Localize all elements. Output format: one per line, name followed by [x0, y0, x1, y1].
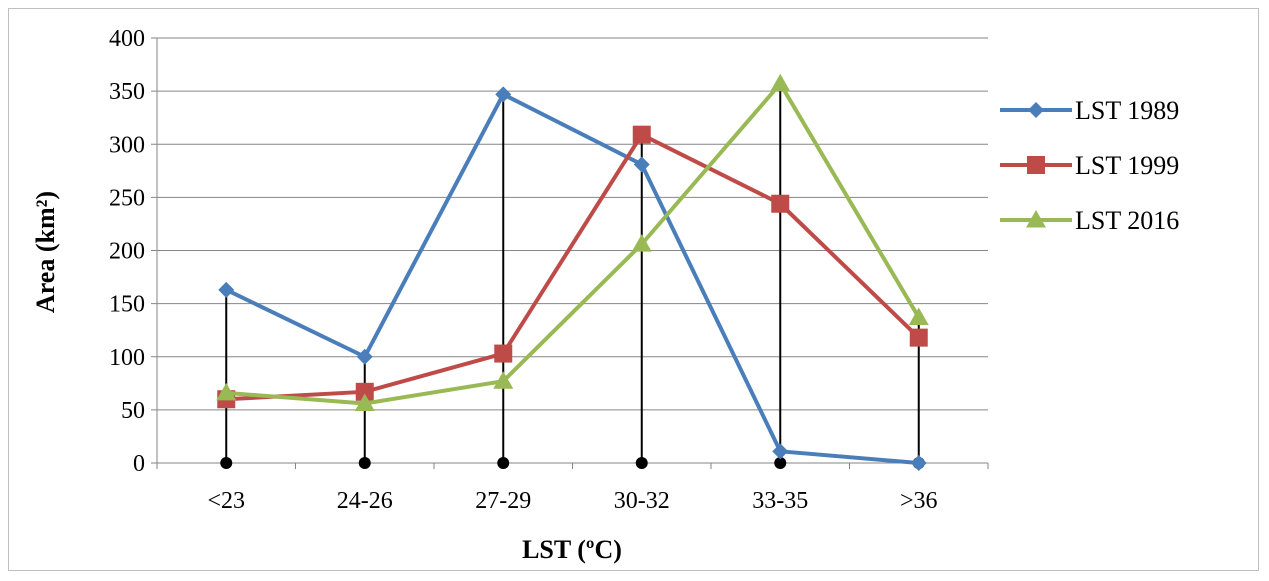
data-point [216, 382, 237, 401]
y-tick-label: 200 [109, 239, 145, 265]
data-point [495, 86, 512, 103]
series-line [226, 81, 921, 406]
y-tick-label: 400 [109, 26, 145, 52]
data-point [908, 307, 929, 325]
data-point [632, 125, 651, 144]
series-lst-1999 [217, 125, 928, 409]
y-tick-label: 50 [121, 398, 145, 424]
x-tick-label: 30-32 [614, 488, 670, 514]
legend-label: LST 2016 [1075, 206, 1179, 235]
legend: LST 1989 LST 1999 LST 2016 [1000, 96, 1179, 235]
x-tick-labels: <23 24-26 27-29 30-32 33-35 >36 [207, 488, 937, 514]
drop-lines [220, 83, 925, 469]
legend-label: LST 1989 [1075, 96, 1179, 125]
legend-swatch-marker [1026, 210, 1046, 228]
drop-line-base-marker [497, 457, 510, 469]
series-lst-2016 [216, 73, 929, 411]
data-point [770, 73, 791, 92]
y-tick-label: 350 [109, 79, 145, 105]
x-tick-label: 33-35 [752, 488, 808, 514]
data-point [633, 156, 650, 173]
legend-item: LST 1989 [1000, 96, 1179, 125]
axes [151, 37, 989, 469]
y-tick-label: 100 [109, 345, 145, 371]
x-tick-label: <23 [207, 488, 245, 514]
x-tick-label: >36 [900, 488, 938, 514]
y-tick-label: 150 [109, 292, 145, 318]
data-point [910, 455, 927, 471]
data-point [494, 344, 513, 363]
chart-frame [8, 8, 1259, 571]
drop-line-base-marker [774, 457, 787, 469]
legend-swatch-marker [1028, 102, 1044, 118]
y-axis-title: Area (km²) [31, 191, 60, 313]
legend-item: LST 1999 [1000, 151, 1179, 180]
data-point [218, 281, 235, 298]
drop-line-base-marker [358, 457, 371, 469]
y-tick-labels: 0 50 100 150 200 250 300 350 400 [109, 26, 145, 477]
y-tick-label: 0 [133, 451, 145, 477]
x-axis-title: LST (ºC) [522, 535, 622, 564]
legend-item: LST 2016 [1000, 206, 1179, 235]
data-point [909, 328, 928, 347]
drop-line-base-marker [635, 457, 648, 469]
legend-label: LST 1999 [1075, 151, 1179, 180]
y-tick-label: 250 [109, 185, 145, 211]
data-point [354, 393, 375, 411]
legend-swatch-marker [1027, 156, 1045, 174]
series-line [225, 92, 919, 465]
grid-lines [157, 37, 988, 411]
series-line [226, 132, 921, 402]
data-point [355, 382, 374, 401]
x-tick-label: 27-29 [475, 488, 531, 514]
x-tick-label: 24-26 [337, 488, 393, 514]
data-point [631, 234, 652, 252]
data-point [772, 443, 789, 460]
series [216, 73, 929, 471]
drop-line-base-marker [220, 457, 233, 469]
y-tick-label: 300 [109, 132, 145, 158]
series-lst-1989 [218, 86, 927, 471]
data-point [493, 371, 514, 389]
data-point [771, 194, 790, 213]
data-point [356, 348, 373, 365]
